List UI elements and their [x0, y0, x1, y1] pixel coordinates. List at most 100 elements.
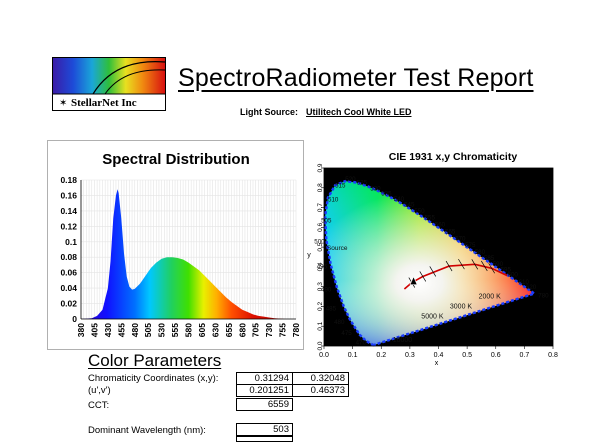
- spectral-x-tick-label: 630: [210, 323, 220, 337]
- cie-cct-label: 5000 K: [421, 313, 444, 320]
- light-source-value: Utilitech Cool White LED: [306, 107, 412, 117]
- cie-wavelength-label: 515: [335, 182, 346, 189]
- cie-wavelength-label: 470: [356, 340, 367, 347]
- cie-y-tick-label: 0.1: [317, 321, 324, 330]
- spectral-x-tick-label: 580: [184, 323, 194, 337]
- cie-y-tick-label: 0.3: [317, 282, 324, 291]
- spectral-x-tick-label: 755: [278, 323, 288, 337]
- spectral-y-tick-label: 0.04: [60, 283, 77, 293]
- spectral-distribution-chart: Spectral Distribution 0 0.02 0.04 0.06 0.08 0…: [60, 151, 301, 337]
- cie-cct-label: 2000 K: [479, 294, 502, 301]
- spectral-y-tick-label: 0.18: [60, 175, 77, 185]
- cie-white-point-glow: [325, 181, 535, 346]
- spectral-x-tick-label: 530: [157, 323, 167, 337]
- cie-cct-label: 3000 K: [450, 303, 473, 310]
- spectral-y-tick-label: 0.02: [60, 299, 77, 309]
- spectral-x-tick-label: 605: [197, 323, 207, 337]
- cie-x-axis-label: x: [435, 360, 439, 367]
- cie-source-label: Source: [327, 245, 348, 252]
- cie-isotherm-tick: [458, 258, 465, 270]
- cie-wavelength-label: 570: [455, 235, 466, 242]
- spectral-x-tick-label: 555: [170, 323, 180, 337]
- svg-text:✶: ✶: [59, 98, 67, 109]
- cie-y-tick-label: 0.8: [317, 183, 324, 192]
- cie-isotherm-tick: [488, 263, 495, 274]
- cct-label: CCT:: [88, 400, 110, 411]
- dominant-wavelength-value: 503: [236, 423, 293, 436]
- stellarnet-logo: ✶ StellarNet Inc: [52, 57, 166, 111]
- cie-wavelength-label: 565: [445, 228, 456, 235]
- spectral-x-tick-label: 480: [130, 323, 140, 337]
- cie-wavelength-label: 535: [381, 190, 392, 197]
- cie-y-tick-label: 0.4: [317, 262, 324, 271]
- cie-wavelength-label: 600: [508, 271, 519, 278]
- cie-isotherm-tick: [419, 271, 427, 282]
- spectral-x-tick-label: 455: [116, 323, 126, 337]
- cie-wavelength-label: 620: [526, 284, 537, 291]
- cie-wavelength-label: 595: [501, 267, 512, 274]
- cie-x-tick-label: 0.5: [462, 352, 472, 359]
- cie-wavelength-label: 520: [345, 176, 356, 183]
- cie-wavelength-label: 780: [538, 293, 549, 300]
- cie-wavelength-label: 540: [394, 196, 405, 203]
- spectral-y-tick-label: 0.06: [60, 268, 77, 278]
- spectral-area: [81, 189, 296, 319]
- cie-wavelength-label: 560: [435, 222, 446, 229]
- cie-y-tick-label: 0.7: [317, 203, 324, 212]
- spectral-y-tick-label: 0.16: [60, 190, 77, 200]
- cie-axes: 0.0 0.1 0.2 0.3 0.4 0.5 0.6 0.7 0.8 0.0 0.1 0.2 0.3 0…: [307, 163, 558, 367]
- cie-y-tick-label: 0.5: [317, 242, 324, 251]
- cie-x-tick-label: 0.4: [434, 352, 444, 359]
- cie-wavelength-label: 590: [493, 261, 504, 268]
- cie-source-point: [409, 275, 418, 285]
- cie-x-tick-label: 0.8: [548, 352, 558, 359]
- next-row-cell: [236, 436, 293, 442]
- cie-isotherm-tick: [471, 259, 479, 270]
- cie-y-tick-label: 0.6: [317, 222, 324, 231]
- cie-y-tick-label: 0.2: [317, 302, 324, 311]
- logo-graphic: ✶ StellarNet Inc: [53, 58, 165, 110]
- cie-chromaticity-chart: CIE 1931 x,y Chromaticity 470 475 480 485 49…: [307, 151, 558, 367]
- uv-label: (u',v'): [88, 385, 111, 396]
- light-source-label: Light Source:: [240, 107, 298, 117]
- spectral-x-tick-label: 780: [291, 323, 301, 337]
- cie-wavelength-label: 525: [357, 180, 368, 187]
- cie-x-tick-label: 0.7: [520, 352, 530, 359]
- cie-isotherm-tick: [445, 260, 453, 272]
- spectral-x-tick-label: 680: [237, 323, 247, 337]
- page-title: SpectroRadiometer Test Report: [178, 64, 534, 92]
- cie-x-tick-label: 0.1: [348, 352, 358, 359]
- cie-y-axis-label: y: [307, 252, 311, 259]
- cie-wavelength-label: 475: [341, 330, 352, 337]
- cie-wavelength-label: 585: [484, 255, 495, 262]
- cie-wavelength-label: 610: [519, 279, 530, 286]
- spectral-y-tick-label: 0.12: [60, 221, 77, 231]
- cie-wavelength-label: 490: [321, 287, 332, 294]
- spectral-x-tick-label: 380: [76, 323, 86, 337]
- cie-x-tick-label: 0.0: [319, 352, 329, 359]
- cie-wavelength-label: 480: [334, 319, 345, 326]
- cie-y-tick-label: 0.9: [317, 163, 324, 172]
- cie-wavelength-label: 550: [414, 208, 425, 215]
- cie-x-tick-label: 0.3: [405, 352, 415, 359]
- cie-isotherm-tick: [429, 266, 437, 277]
- cie-wavelength-label: 575: [465, 242, 476, 249]
- chromaticity-coordinates-label: Chromaticity Coordinates (x,y):: [88, 373, 219, 384]
- spectral-y-tick-label: 0.08: [60, 252, 77, 262]
- spectral-x-tick-label: 405: [89, 323, 99, 337]
- cie-cct-label: 10000: [393, 337, 413, 344]
- logo-text: StellarNet Inc: [71, 97, 137, 109]
- cie-wavelength-label: 580: [475, 249, 486, 256]
- cie-wavelength-label: 555: [425, 215, 436, 222]
- cie-x-tick-label: 0.6: [491, 352, 501, 359]
- dominant-wavelength-label: Dominant Wavelength (nm):: [88, 425, 206, 436]
- cie-y-tick-label: 0.0: [317, 341, 324, 350]
- spectral-y-tick-label: 0: [72, 314, 77, 324]
- cie-x-tick-label: 0.2: [376, 352, 386, 359]
- cie-wavelength-label: 505: [321, 218, 332, 225]
- spectral-title: Spectral Distribution: [102, 151, 250, 168]
- spectral-x-tick-label: 505: [143, 323, 153, 337]
- spectral-x-tick-label: 430: [103, 323, 113, 337]
